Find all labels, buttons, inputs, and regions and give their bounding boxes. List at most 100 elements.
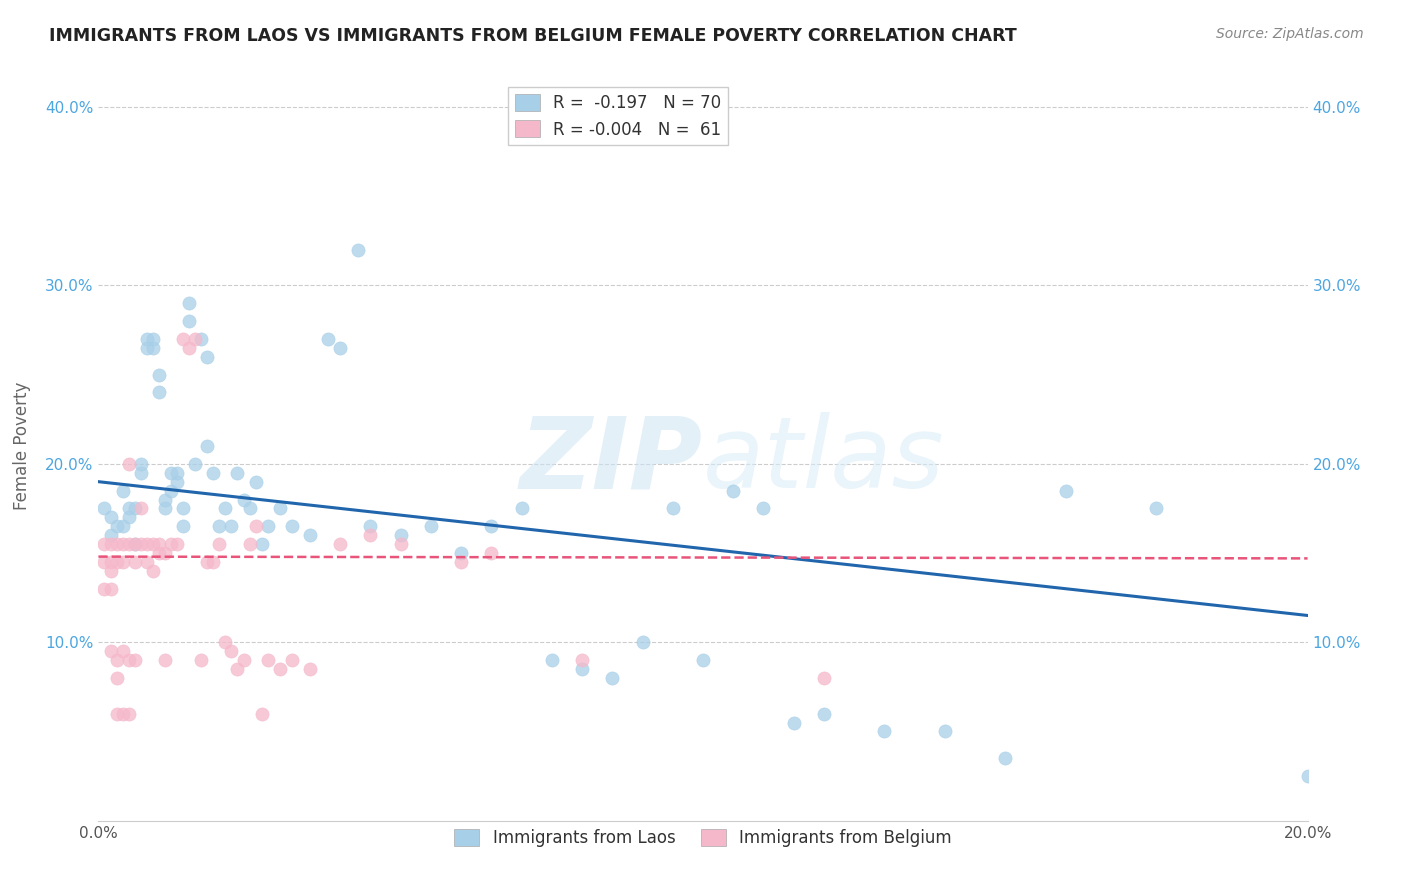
Point xyxy=(571,662,593,676)
Point xyxy=(250,706,273,721)
Point xyxy=(129,466,152,480)
Point xyxy=(360,528,382,542)
Point xyxy=(269,662,291,676)
Point xyxy=(100,564,122,578)
Point xyxy=(360,519,382,533)
Point xyxy=(813,671,835,685)
Point xyxy=(100,555,122,569)
Text: Source: ZipAtlas.com: Source: ZipAtlas.com xyxy=(1216,27,1364,41)
Legend: Immigrants from Laos, Immigrants from Belgium: Immigrants from Laos, Immigrants from Be… xyxy=(449,822,957,854)
Point xyxy=(226,466,249,480)
Point xyxy=(105,555,128,569)
Point xyxy=(190,653,212,667)
Point xyxy=(105,537,128,551)
Point xyxy=(281,653,304,667)
Point xyxy=(172,332,194,346)
Point xyxy=(450,555,472,569)
Point xyxy=(226,662,249,676)
Point xyxy=(100,644,122,658)
Point xyxy=(118,457,141,471)
Point xyxy=(124,555,146,569)
Point xyxy=(105,519,128,533)
Point xyxy=(100,537,122,551)
Point xyxy=(232,492,254,507)
Point xyxy=(256,653,278,667)
Point xyxy=(214,501,236,516)
Point xyxy=(166,475,188,489)
Point xyxy=(602,671,624,685)
Point xyxy=(245,475,267,489)
Point xyxy=(93,537,115,551)
Point xyxy=(124,537,146,551)
Point xyxy=(166,537,188,551)
Point xyxy=(202,555,225,569)
Point xyxy=(195,555,218,569)
Point xyxy=(118,537,141,551)
Point xyxy=(269,501,291,516)
Point xyxy=(239,537,262,551)
Point xyxy=(93,582,115,596)
Point xyxy=(994,751,1017,765)
Point xyxy=(129,501,152,516)
Point xyxy=(208,519,231,533)
Point xyxy=(111,519,134,533)
Point xyxy=(135,341,157,355)
Point xyxy=(1054,483,1077,498)
Point xyxy=(111,644,134,658)
Point xyxy=(281,519,304,533)
Point xyxy=(329,341,352,355)
Point xyxy=(105,671,128,685)
Point xyxy=(420,519,443,533)
Point xyxy=(184,332,207,346)
Point xyxy=(347,243,370,257)
Point xyxy=(166,466,188,480)
Point xyxy=(100,510,122,524)
Point xyxy=(93,501,115,516)
Point xyxy=(142,341,165,355)
Point xyxy=(221,519,243,533)
Point xyxy=(256,519,278,533)
Point xyxy=(873,724,896,739)
Point xyxy=(179,314,201,328)
Point xyxy=(179,296,201,310)
Point xyxy=(299,662,322,676)
Point xyxy=(1296,769,1319,783)
Point xyxy=(389,537,412,551)
Point xyxy=(124,537,146,551)
Point xyxy=(179,341,201,355)
Text: ZIP: ZIP xyxy=(520,412,703,509)
Point xyxy=(118,510,141,524)
Point xyxy=(172,519,194,533)
Point xyxy=(540,653,562,667)
Point xyxy=(661,501,683,516)
Point xyxy=(934,724,956,739)
Point xyxy=(1144,501,1167,516)
Point xyxy=(118,653,141,667)
Point xyxy=(105,653,128,667)
Point xyxy=(202,466,225,480)
Point xyxy=(510,501,533,516)
Point xyxy=(221,644,243,658)
Point xyxy=(190,332,212,346)
Point xyxy=(692,653,714,667)
Point xyxy=(93,555,115,569)
Point xyxy=(124,653,146,667)
Point xyxy=(129,457,152,471)
Point xyxy=(124,501,146,516)
Point xyxy=(118,501,141,516)
Point xyxy=(208,537,231,551)
Point xyxy=(813,706,835,721)
Point xyxy=(299,528,322,542)
Point xyxy=(153,501,176,516)
Point xyxy=(571,653,593,667)
Point xyxy=(129,537,152,551)
Point xyxy=(153,546,176,560)
Point xyxy=(160,466,183,480)
Point xyxy=(135,332,157,346)
Point xyxy=(723,483,745,498)
Point xyxy=(111,555,134,569)
Point xyxy=(450,546,472,560)
Point xyxy=(316,332,339,346)
Point xyxy=(783,715,806,730)
Point xyxy=(245,519,267,533)
